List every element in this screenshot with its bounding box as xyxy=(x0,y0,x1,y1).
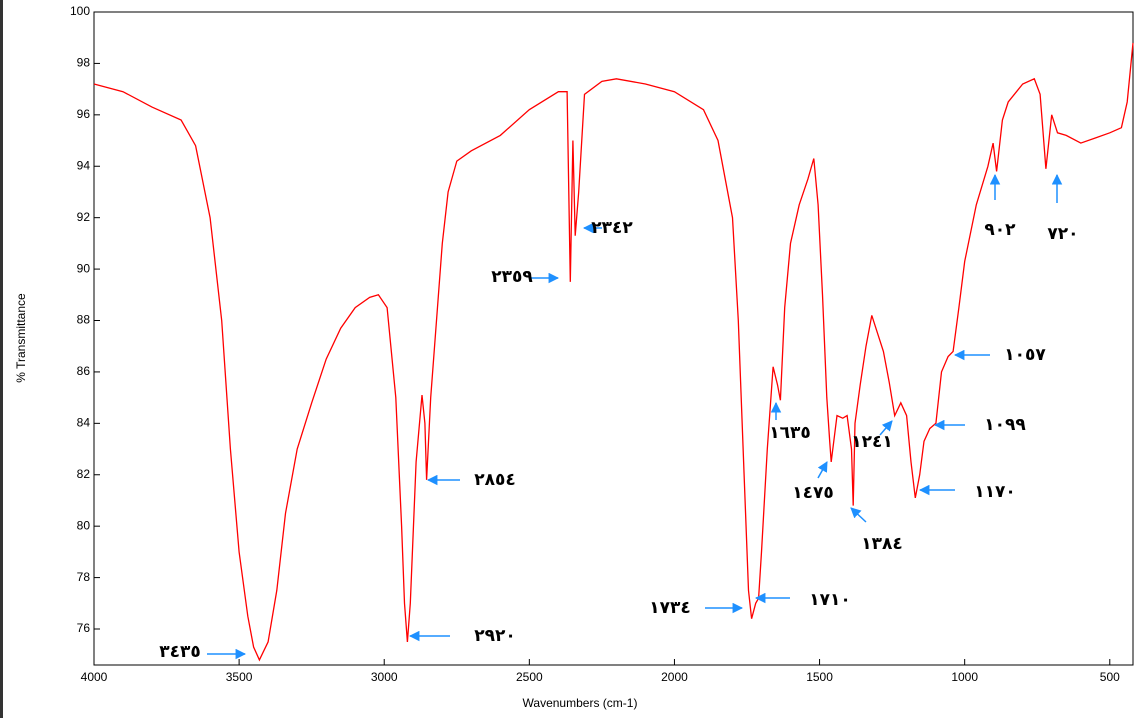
annotation-label: ١٧٣٤ xyxy=(649,598,691,618)
y-tick-label: 86 xyxy=(77,364,91,378)
annotation-label: ٢٣٤٢ xyxy=(591,218,633,238)
annotation-label: ٢٩٢٠ xyxy=(474,626,516,646)
annotation-label: ١٧١٠ xyxy=(809,590,851,610)
y-tick-label: 96 xyxy=(77,107,91,121)
annotation-label: ١٦٣٥ xyxy=(769,423,811,443)
annotation-label: ١٢٤١ xyxy=(851,432,893,452)
y-tick-label: 98 xyxy=(77,56,91,70)
y-tick-label: 88 xyxy=(77,313,91,327)
annotation-label: ١١٧٠ xyxy=(974,482,1016,502)
x-axis-label: Wavenumbers (cm-1) xyxy=(523,696,638,710)
x-tick-label: 4000 xyxy=(81,670,108,684)
annotation-label: ١٠٩٩ xyxy=(984,415,1026,435)
x-tick-label: 2500 xyxy=(516,670,543,684)
annotation-label: ١٠٥٧ xyxy=(1004,345,1046,365)
y-axis-label: % Transmittance xyxy=(14,293,28,383)
y-tick-label: 82 xyxy=(77,467,91,481)
annotation-label: ٢٣٥٩ xyxy=(491,267,533,287)
window-edge xyxy=(0,0,3,718)
annotation-label: ٣٤٣٥ xyxy=(159,642,201,662)
spectrum-line xyxy=(93,42,1134,662)
plot-area xyxy=(93,11,1134,666)
y-tick-label: 100 xyxy=(70,4,90,18)
y-tick-label: 80 xyxy=(77,518,91,532)
annotation-label: ٢٨٥٤ xyxy=(474,470,516,490)
y-tick-label: 92 xyxy=(77,210,91,224)
y-tick-label: 90 xyxy=(77,261,91,275)
y-tick-label: 94 xyxy=(77,158,91,172)
annotation-arrow xyxy=(817,461,828,479)
y-tick-label: 76 xyxy=(77,621,91,635)
y-tick-label: 84 xyxy=(77,416,91,430)
x-tick-label: 3500 xyxy=(226,670,253,684)
x-tick-label: 1500 xyxy=(806,670,833,684)
annotation-arrow xyxy=(850,507,867,523)
x-tick-label: 1000 xyxy=(951,670,978,684)
annotation-arrow xyxy=(879,420,893,436)
annotation-label: ١٣٨٤ xyxy=(861,534,903,554)
annotation-label: ٩٠٢ xyxy=(984,220,1016,240)
x-tick-label: 500 xyxy=(1100,670,1120,684)
y-tick-label: 78 xyxy=(77,570,91,584)
annotation-label: ٧٢٠ xyxy=(1047,224,1078,244)
annotation-label: ١٤٧٥ xyxy=(792,483,834,503)
x-tick-label: 2000 xyxy=(661,670,688,684)
x-tick-label: 3000 xyxy=(371,670,398,684)
